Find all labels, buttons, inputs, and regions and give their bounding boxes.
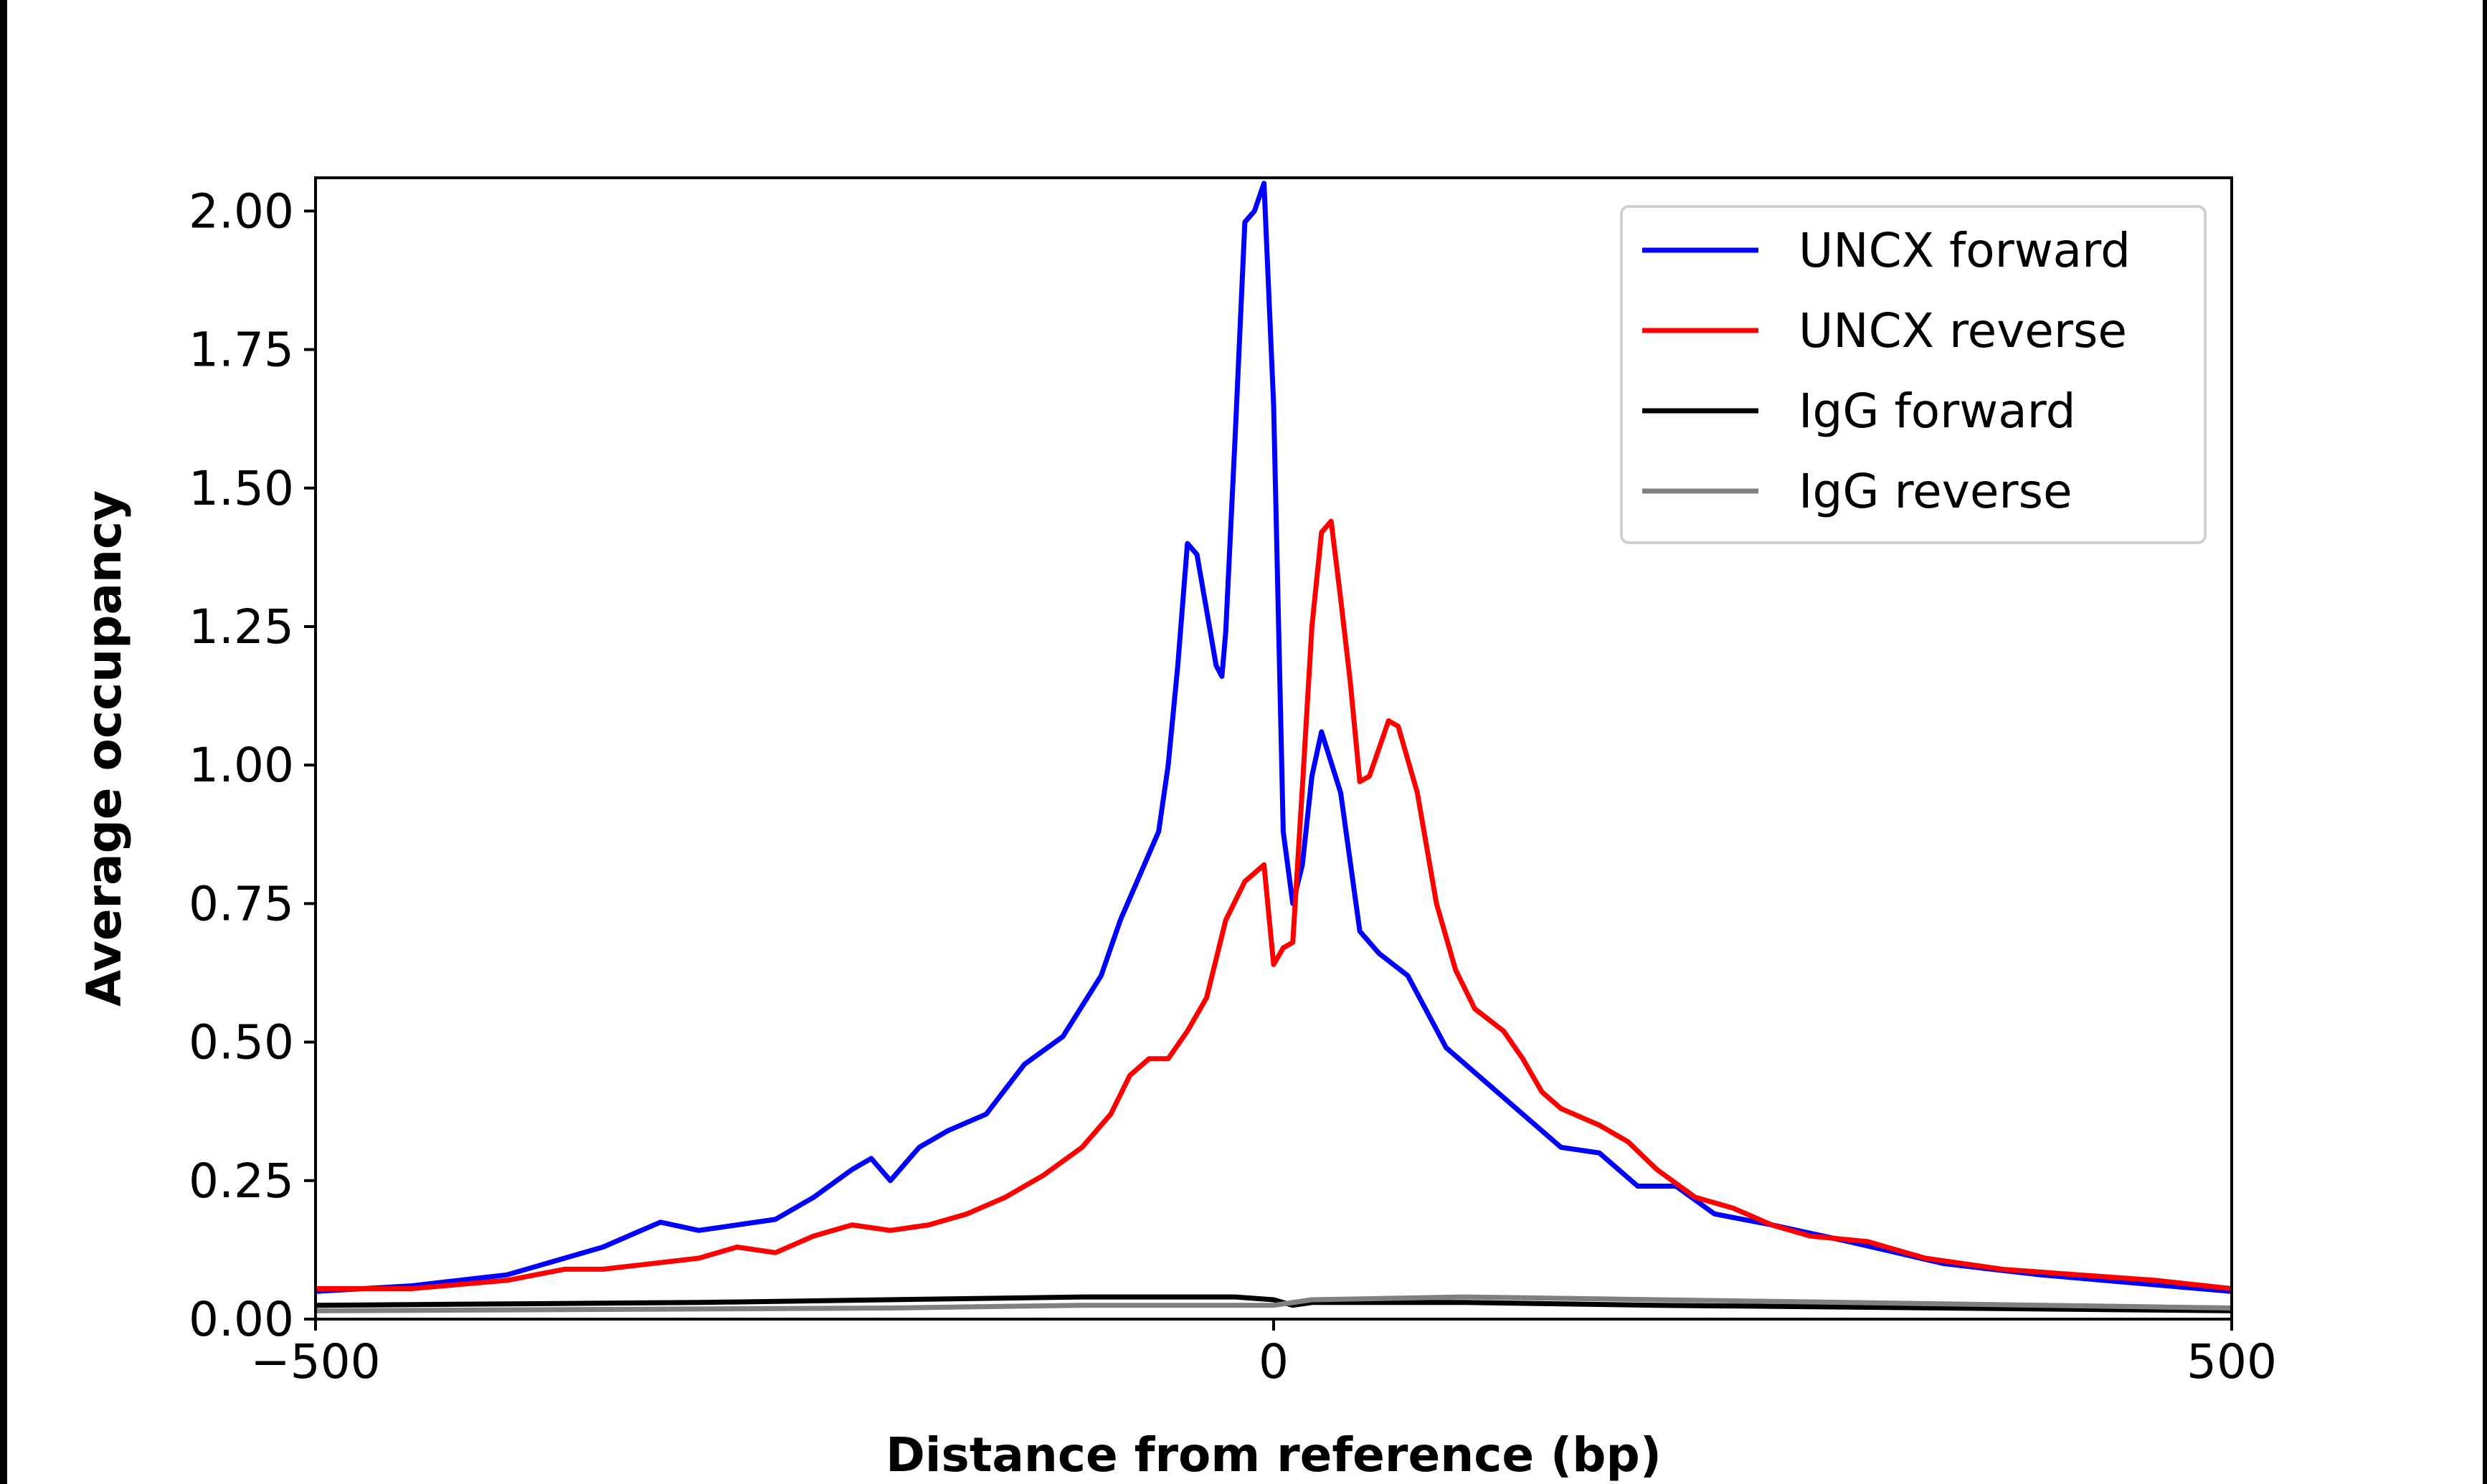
legend-label: IgG reverse — [1799, 464, 2072, 519]
x-axis: −500 0 500 — [250, 1319, 2277, 1389]
y-tick-label: 0.50 — [189, 1015, 294, 1070]
series-layer — [315, 181, 2232, 1313]
x-tick-label: −500 — [250, 1334, 380, 1389]
y-tick-label: 1.50 — [189, 461, 294, 516]
legend-label: UNCX reverse — [1799, 303, 2127, 358]
y-tick-label: 1.75 — [189, 323, 294, 378]
x-tick-label: 500 — [2187, 1334, 2277, 1389]
series-line-uncx-reverse — [316, 518, 2232, 1291]
x-axis-label: Distance from reference (bp) — [886, 1427, 1662, 1483]
y-tick-label: 0.00 — [189, 1292, 294, 1347]
legend: UNCX forward UNCX reverse IgG forward IgG r… — [1620, 205, 2207, 544]
y-axis: 0.00 0.25 0.50 0.75 1.00 1.25 1.50 1.75 2.00 — [189, 184, 316, 1347]
y-tick-label: 0.75 — [189, 876, 294, 931]
x-tick-label: 0 — [1259, 1334, 1289, 1389]
left-border — [0, 0, 7, 1484]
y-tick-label: 0.25 — [189, 1154, 294, 1209]
y-tick-label: 2.00 — [189, 184, 294, 239]
y-tick-label: 1.00 — [189, 738, 294, 793]
legend-label: IgG forward — [1799, 384, 2076, 439]
y-tick-label: 1.25 — [189, 599, 294, 655]
y-axis-label: Average occupancy — [77, 490, 132, 1007]
legend-box — [1620, 205, 2207, 544]
series-line-igg-reverse — [315, 1294, 2232, 1313]
right-border — [2483, 0, 2487, 1484]
series-line-uncx-forward — [315, 181, 2232, 1294]
legend-label: UNCX forward — [1799, 223, 2131, 278]
